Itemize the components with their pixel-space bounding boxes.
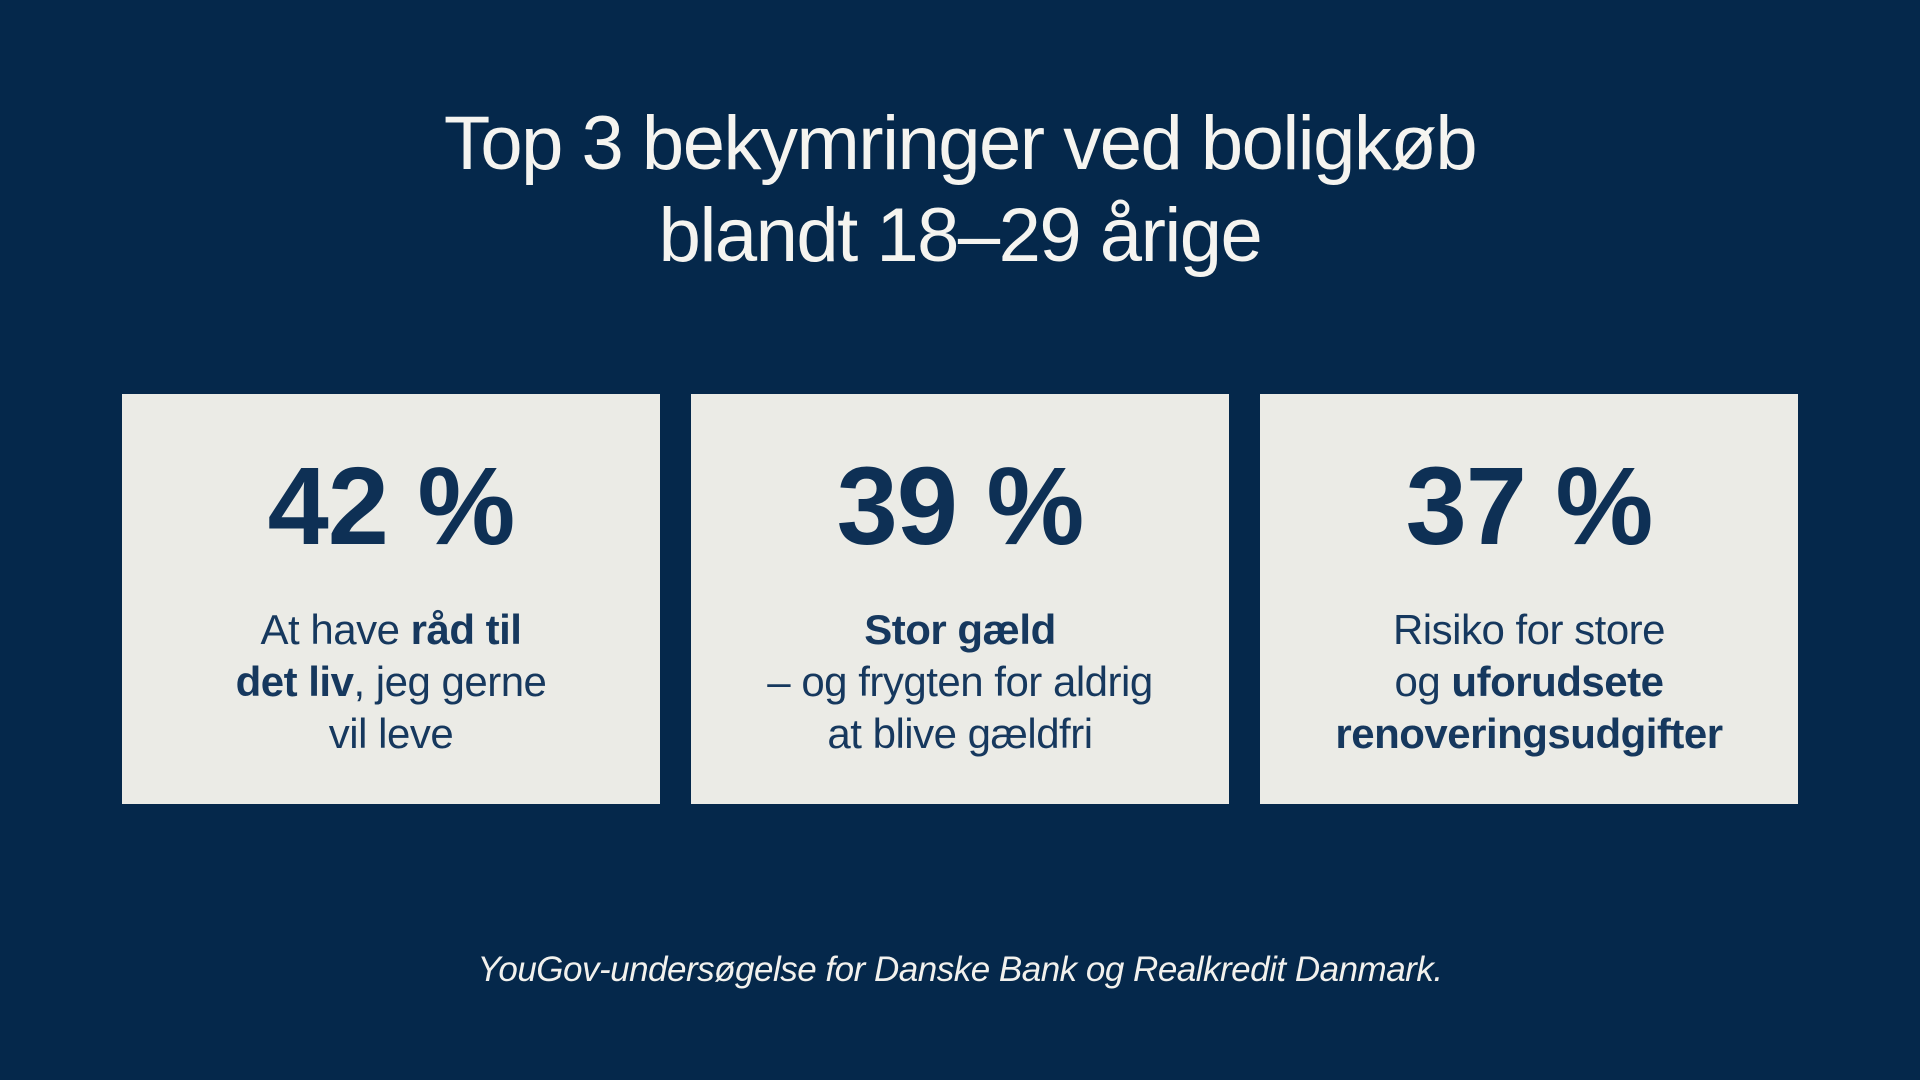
description-line: renoveringsudgifter [1335,710,1723,757]
stat-card-debt: 39 % Stor gæld – og frygten for aldrig a… [691,394,1229,804]
description-line: at blive gældfri [827,710,1093,757]
description-line: – og frygten for aldrig [767,658,1153,705]
description-line: og uforudsete [1394,658,1664,705]
stat-cards-row: 42 % At have råd til det liv, jeg gerne … [122,394,1798,804]
stat-description: At have råd til det liv, jeg gerne vil l… [236,604,547,760]
title-line-2: blandt 18–29 årige [658,193,1263,278]
page-title: Top 3 bekymringer ved boligkøb blandt 18… [443,98,1478,282]
stat-description: Stor gæld – og frygten for aldrig at bli… [767,604,1153,760]
description-line: det liv, jeg gerne [235,658,547,705]
description-line: Risiko for store [1392,606,1666,653]
stat-card-renovation: 37 % Risiko for store og uforudsete reno… [1260,394,1798,804]
description-line: vil leve [328,710,454,757]
stat-card-affordability: 42 % At have råd til det liv, jeg gerne … [122,394,660,804]
stat-value: 37 % [1405,445,1654,568]
description-line: Stor gæld [864,606,1056,653]
source-note: YouGov-undersøgelse for Danske Bank og R… [477,950,1443,989]
stat-value: 39 % [836,445,1085,568]
description-line: At have råd til [260,606,522,653]
title-line-1: Top 3 bekymringer ved boligkøb [443,101,1478,186]
stat-value: 42 % [267,445,516,568]
stat-description: Risiko for store og uforudsete renoverin… [1335,604,1723,760]
